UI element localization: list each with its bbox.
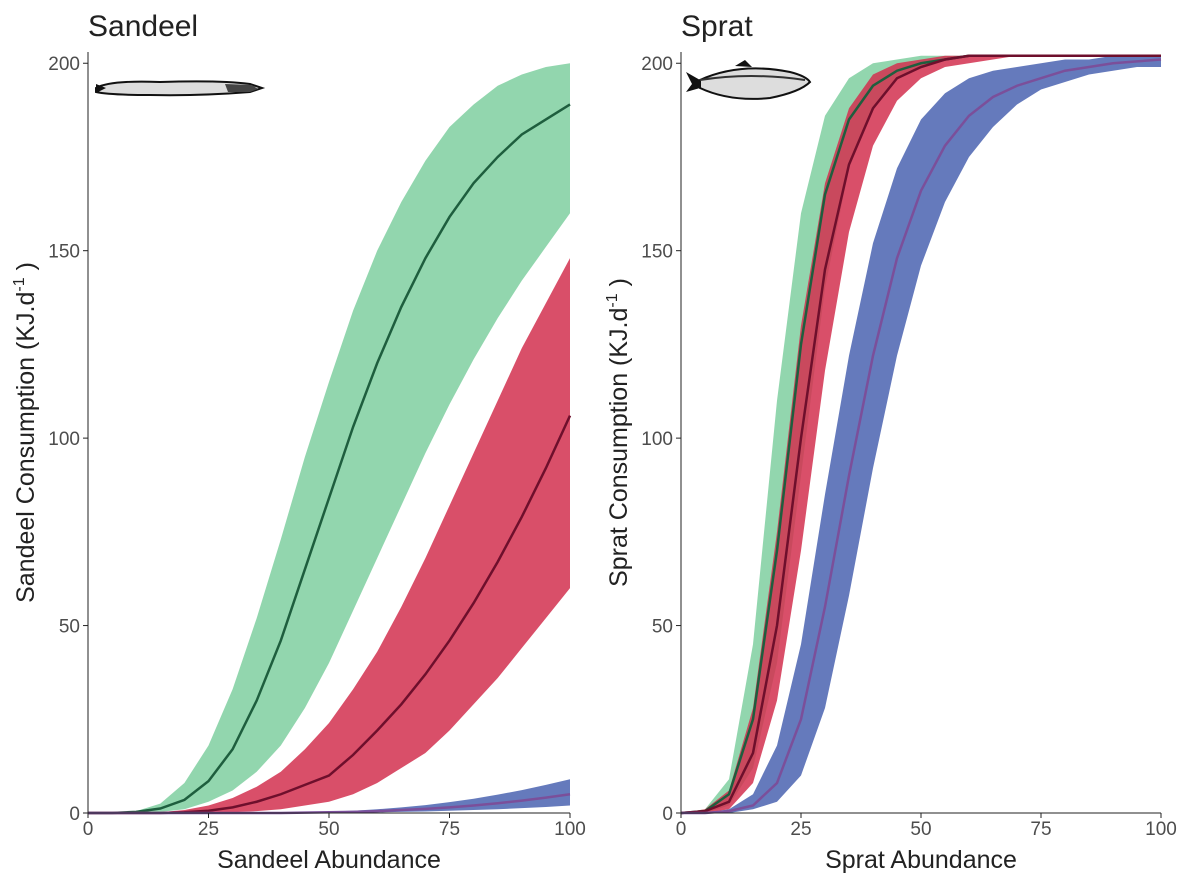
x-tick-label: 75: [1030, 819, 1051, 840]
y-tick-label: 150: [48, 242, 80, 263]
x-tick-label: 25: [790, 819, 811, 840]
y-tick-label: 100: [48, 429, 80, 450]
uncertainty-band: [88, 779, 570, 813]
panel: [83, 52, 572, 818]
y-tick-label: 150: [641, 242, 673, 263]
x-axis-label: Sprat Abundance: [825, 846, 1017, 874]
y-axis-label-superscript: -1: [11, 277, 28, 291]
x-tick-label: 0: [676, 819, 687, 840]
y-tick-label: 0: [69, 804, 80, 825]
uncertainty-band: [88, 258, 570, 813]
x-tick-label: 0: [83, 819, 94, 840]
x-axis-label: Sandeel Abundance: [217, 846, 441, 874]
panel: [676, 52, 1162, 818]
panel-title: Sandeel: [88, 10, 198, 43]
x-tick-label: 50: [910, 819, 931, 840]
uncertainty-band: [88, 63, 570, 814]
x-tick-label: 50: [318, 819, 339, 840]
panel-title: Sprat: [681, 10, 753, 43]
x-tick-label: 100: [554, 819, 586, 840]
x-tick-label: 25: [198, 819, 219, 840]
median-line: [88, 103, 571, 815]
y-axis-label: Sandeel Consumption (KJ.d-1 ): [11, 262, 40, 603]
y-axis-label: Sprat Consumption (KJ.d-1 ): [604, 278, 633, 587]
uncertainty-band: [681, 55, 1161, 813]
uncertainty-band: [681, 55, 1161, 813]
sprat-icon: [686, 60, 812, 100]
sandeel-icon: [95, 80, 266, 97]
y-axis-label-text: Sandeel Consumption (KJ.d: [12, 292, 40, 603]
y-tick-label: 100: [641, 429, 673, 450]
median-line: [680, 54, 1161, 815]
y-tick-label: 0: [662, 804, 673, 825]
y-axis-label-suffix: ): [12, 262, 40, 277]
x-tick-label: 75: [439, 819, 460, 840]
median-line: [681, 58, 1162, 815]
y-tick-label: 50: [652, 617, 673, 638]
y-tick-label: 200: [48, 54, 80, 75]
y-axis-label-suffix: ): [605, 278, 633, 293]
y-tick-label: 50: [59, 617, 80, 638]
y-axis-label-superscript: -1: [604, 293, 621, 307]
x-tick-label: 100: [1145, 819, 1177, 840]
y-axis-label-text: Sprat Consumption (KJ.d: [605, 308, 633, 587]
y-tick-label: 200: [641, 54, 673, 75]
